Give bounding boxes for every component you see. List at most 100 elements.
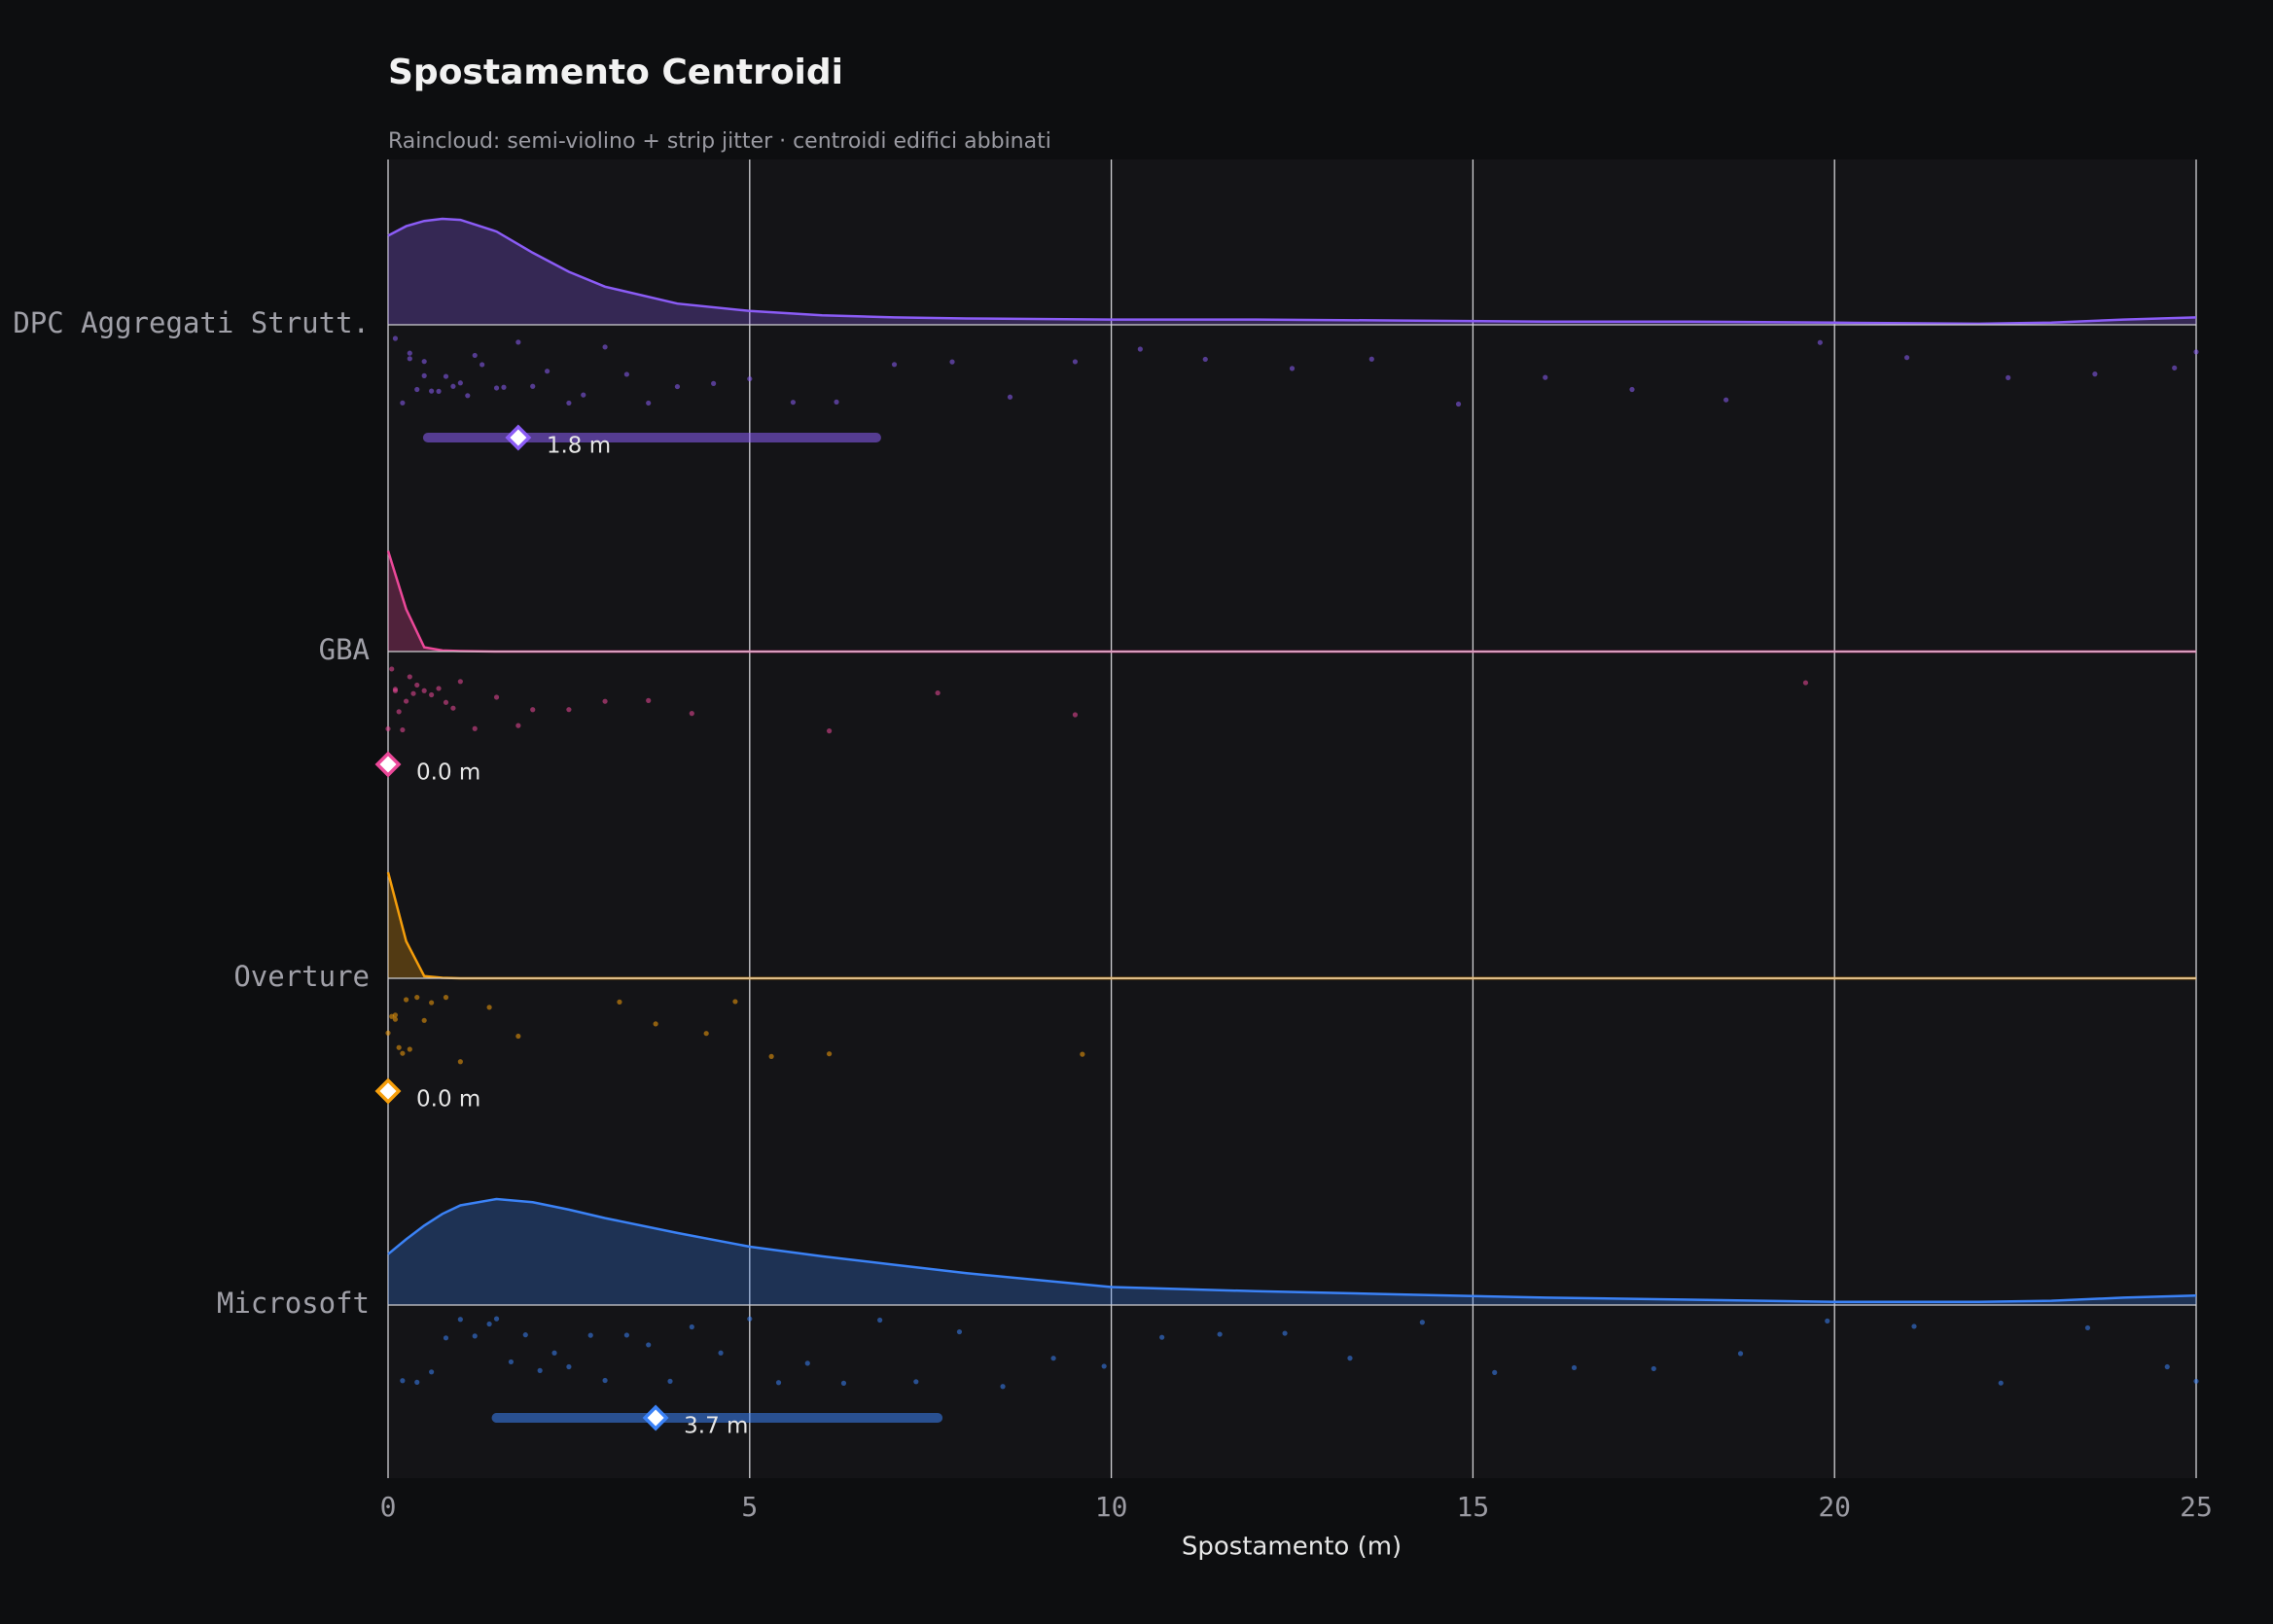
jitter-point [443, 1335, 449, 1341]
jitter-point [2092, 371, 2098, 377]
violin [387, 217, 2197, 326]
violin [387, 1197, 2197, 1303]
plot-area [388, 159, 2197, 1478]
jitter-point [436, 388, 442, 394]
jitter-point [1080, 1051, 1085, 1057]
jitter-point [414, 1379, 420, 1385]
jitter-point [1998, 1380, 2004, 1386]
jitter-point [392, 1016, 399, 1022]
jitter-point [493, 385, 500, 391]
jitter-point [465, 393, 471, 399]
jitter-point [913, 1379, 919, 1385]
jitter-point [834, 399, 839, 406]
jitter-point [653, 1021, 658, 1027]
jitter-point [646, 697, 652, 703]
jitter-point [674, 383, 681, 390]
jitter-point [508, 1359, 515, 1365]
jitter-point [646, 1342, 652, 1348]
jitter-point [429, 691, 435, 698]
jitter-point [826, 1051, 833, 1057]
jitter-point [566, 707, 572, 713]
jitter-point [2164, 1363, 2170, 1370]
jitter-point [457, 679, 463, 685]
jitter-point [414, 386, 420, 393]
jitter-point [457, 380, 463, 386]
jitter-point [429, 388, 435, 394]
jitter-point [689, 1324, 694, 1330]
jitter-point [877, 1317, 883, 1324]
jitter-point [530, 707, 536, 713]
jitter-point [407, 356, 412, 362]
x-tick-label: 25 [2180, 1491, 2213, 1523]
jitter-point [1825, 1318, 1830, 1324]
jitter-point [486, 1005, 492, 1010]
jitter-point [389, 666, 395, 672]
chart-subtitle: Raincloud: semi-violino + strip jitter ·… [388, 129, 1051, 154]
median-marker [374, 1077, 402, 1105]
jitter-point [407, 1046, 412, 1052]
jitter-point [703, 1031, 709, 1037]
jitter-point [537, 1367, 543, 1373]
jitter-point [472, 352, 478, 359]
jitter-point [956, 1328, 963, 1335]
category-label: Overture [233, 960, 370, 993]
jitter-point [732, 999, 738, 1005]
jitter-point [421, 1017, 427, 1023]
jitter-point [617, 999, 622, 1005]
jitter-point [646, 400, 652, 406]
jitter-point [804, 1360, 810, 1366]
jitter-point [1419, 1320, 1425, 1325]
jitter-point [1911, 1324, 1917, 1329]
jitter-point [623, 371, 629, 377]
jitter-point [392, 1012, 399, 1018]
jitter-point [400, 1050, 406, 1056]
jitter-point [515, 339, 521, 345]
x-tick-label: 5 [741, 1491, 758, 1523]
jitter-point [515, 1033, 521, 1040]
jitter-point [421, 372, 427, 378]
jitter-point [479, 362, 485, 368]
jitter-point [587, 1332, 593, 1338]
jitter-point [1000, 1384, 1006, 1390]
jitter-point [450, 383, 456, 389]
jitter-point [530, 383, 536, 389]
jitter-point [1347, 1356, 1353, 1361]
jitter-point [949, 359, 955, 365]
jitter-point [501, 384, 507, 390]
violin-fill [388, 219, 2196, 325]
jitter-point [407, 674, 412, 680]
x-tick-label: 0 [380, 1491, 397, 1523]
jitter-point [407, 350, 412, 356]
jitter-point [711, 380, 717, 386]
jitter-point [1217, 1331, 1223, 1337]
jitter-point [1072, 712, 1079, 718]
x-axis-label: Spostamento (m) [1182, 1533, 1402, 1562]
jitter-point [566, 400, 572, 406]
jitter-point [457, 1059, 463, 1065]
jitter-point [1368, 356, 1374, 362]
x-tick-label: 10 [1095, 1491, 1128, 1523]
jitter-point [2193, 349, 2199, 355]
jitter-point [421, 688, 427, 693]
median-label: 1.8 m [547, 434, 611, 459]
jitter-point [1802, 680, 1809, 686]
median-marker [374, 751, 402, 778]
jitter-point [840, 1380, 847, 1386]
jitter-point [1723, 397, 1729, 403]
jitter-point [472, 725, 478, 731]
jitter-point [403, 997, 409, 1003]
jitter-point [747, 1316, 753, 1322]
jitter-point [747, 375, 753, 382]
jitter-point [1007, 394, 1013, 400]
jitter-point [602, 344, 608, 350]
jitter-point [410, 690, 416, 696]
jitter-point [1737, 1351, 1744, 1357]
jitter-point [1903, 355, 1910, 361]
jitter-point [414, 682, 420, 688]
jitter-point [667, 1378, 673, 1384]
jitter-point [1159, 1334, 1165, 1340]
chart-title: Spostamento Centroidi [388, 53, 843, 92]
violin-fill [388, 1199, 2196, 1305]
